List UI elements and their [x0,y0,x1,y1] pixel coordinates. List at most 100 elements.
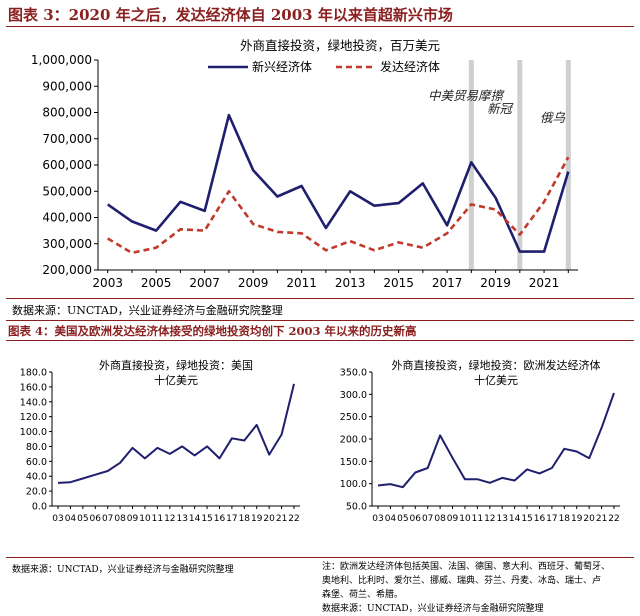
legend-label: 发达经济体 [380,59,440,74]
y-tick-label: 40.0 [26,472,47,483]
y-tick-label: 700,000 [42,132,92,146]
x-tick-label: 03 [372,514,383,524]
x-tick-label: 15 [201,514,212,524]
x-tick-label: 2021 [529,276,560,290]
event-band [517,60,523,270]
note-line: 注：欧洲发达经济体包括英国、法国、德国、意大利、西班牙、葡萄牙、 [322,562,611,572]
x-tick-label: 04 [385,514,397,524]
x-tick-label: 21 [276,514,287,524]
figure3-top-rule [6,26,634,27]
y-tick-label: 180.0 [20,368,47,379]
x-tick-label: 06 [410,514,422,524]
x-tick-label: 13 [176,514,187,524]
series-line [57,383,295,484]
x-tick-label: 10 [459,514,471,524]
x-tick-label: 19 [251,514,263,524]
x-tick-label: 16 [534,514,546,524]
note-line: 数据来源：UNCTAD，兴业证券经济与金融研究院整理 [322,604,544,614]
x-tick-label: 04 [65,514,77,524]
figure4-title: 图表 4：美国及欧洲发达经济体接受的绿地投资均创下 2003 年以来的历史新高 [8,324,417,338]
x-tick-label: 14 [509,514,521,524]
y-tick-label: 350.0 [340,368,367,379]
chart-title: 外商直接投资，绿地投资：美国 [99,358,253,372]
x-tick-label: 17 [226,514,237,524]
x-tick-label: 13 [496,514,507,524]
x-tick-label: 11 [472,514,483,524]
y-tick-label: 200,000 [42,263,92,277]
y-tick-label: 80.0 [26,442,47,453]
x-tick-label: 09 [447,514,459,524]
figure4-source-left: 数据来源：UNCTAD，兴业证券经济与金融研究院整理 [12,565,234,575]
y-tick-label: 60.0 [26,457,47,468]
x-tick-label: 12 [164,514,175,524]
x-tick-label: 18 [239,514,251,524]
y-tick-label: 400,000 [42,211,92,225]
y-tick-label: 800,000 [42,106,92,120]
x-tick-label: 09 [127,514,139,524]
event-label: 俄乌 [540,110,566,125]
x-tick-label: 12 [484,514,495,524]
y-tick-label: 900,000 [42,79,92,93]
x-tick-label: 15 [521,514,532,524]
y-tick-label: 600,000 [42,158,92,172]
x-tick-label: 2013 [335,276,366,290]
x-tick-label: 2009 [238,276,269,290]
chart-unit-label: 十亿美元 [474,373,518,387]
y-tick-label: 20.0 [26,487,47,498]
x-tick-label: 18 [559,514,571,524]
x-tick-label: 2003 [92,276,123,290]
y-tick-label: 300,000 [42,237,92,251]
figure4-note: 注：欧洲发达经济体包括英国、法国、德国、意大利、西班牙、葡萄牙、 奥地利、比利时… [322,560,610,616]
x-tick-label: 10 [139,514,151,524]
y-tick-label: 120.0 [20,412,47,423]
chart-title: 外商直接投资，绿地投资：欧洲发达经济体 [392,358,601,372]
x-tick-label: 06 [90,514,102,524]
x-tick-label: 17 [546,514,557,524]
chart-title: 外商直接投资，绿地投资，百万美元 [240,38,440,53]
note-line: 奥地利、比利时、爱尔兰、挪威、瑞典、芬兰、丹麦、冰岛、瑞士、卢 [322,576,602,586]
y-tick-label: 140.0 [20,397,47,408]
x-tick-label: 2011 [286,276,317,290]
x-tick-label: 03 [52,514,63,524]
y-tick-label: 100.0 [340,479,367,490]
x-tick-label: 2007 [189,276,220,290]
x-tick-label: 22 [288,514,299,524]
x-tick-label: 21 [596,514,607,524]
x-tick-label: 07 [102,514,113,524]
y-tick-label: 200.0 [340,435,367,446]
x-tick-label: 07 [422,514,433,524]
y-tick-label: 1,000,000 [31,53,92,67]
x-tick-label: 2015 [383,276,414,290]
figure4-europe-line-chart: 50.0 100.0 150.0 200.0 250.0 300.0 350.0 03 04 05… [340,358,620,524]
series-line [377,392,615,489]
y-tick-label: 50.0 [346,502,367,513]
x-tick-label: 11 [152,514,163,524]
x-tick-label: 2017 [432,276,463,290]
y-tick-label: 300.0 [340,390,367,401]
y-tick-label: 0.0 [32,502,47,513]
figure4-us-line-chart: 0.0 20.0 40.0 60.0 80.0 100.0 120.0 140.0 160.0 1… [20,358,300,524]
figure3-divider [6,298,634,299]
chart-unit-label: 十亿美元 [154,373,198,387]
y-tick-label: 500,000 [42,184,92,198]
x-tick-label: 22 [608,514,619,524]
note-line: 森堡、荷兰、希腊。 [322,590,404,600]
figure4-top-rule [6,340,634,341]
figure3-source: 数据来源：UNCTAD，兴业证券经济与金融研究院整理 [12,304,283,317]
event-label: 新冠 [487,101,515,116]
event-label: 中美贸易摩擦 [428,88,506,103]
x-tick-label: 2019 [480,276,511,290]
figure3-title: 图表 3：2020 年之后，发达经济体自 2003 年以来首超新兴市场 [8,6,453,24]
x-tick-label: 16 [214,514,226,524]
figure3-bottom-rule [6,320,634,321]
event-band [565,60,571,270]
x-tick-label: 20 [583,514,595,524]
y-tick-label: 160.0 [20,382,47,393]
legend-label: 新兴经济体 [252,59,312,74]
x-tick-label: 14 [189,514,201,524]
y-tick-label: 250.0 [340,412,367,423]
x-tick-label: 20 [263,514,275,524]
y-tick-label: 100.0 [20,427,47,438]
x-tick-label: 08 [114,514,126,524]
